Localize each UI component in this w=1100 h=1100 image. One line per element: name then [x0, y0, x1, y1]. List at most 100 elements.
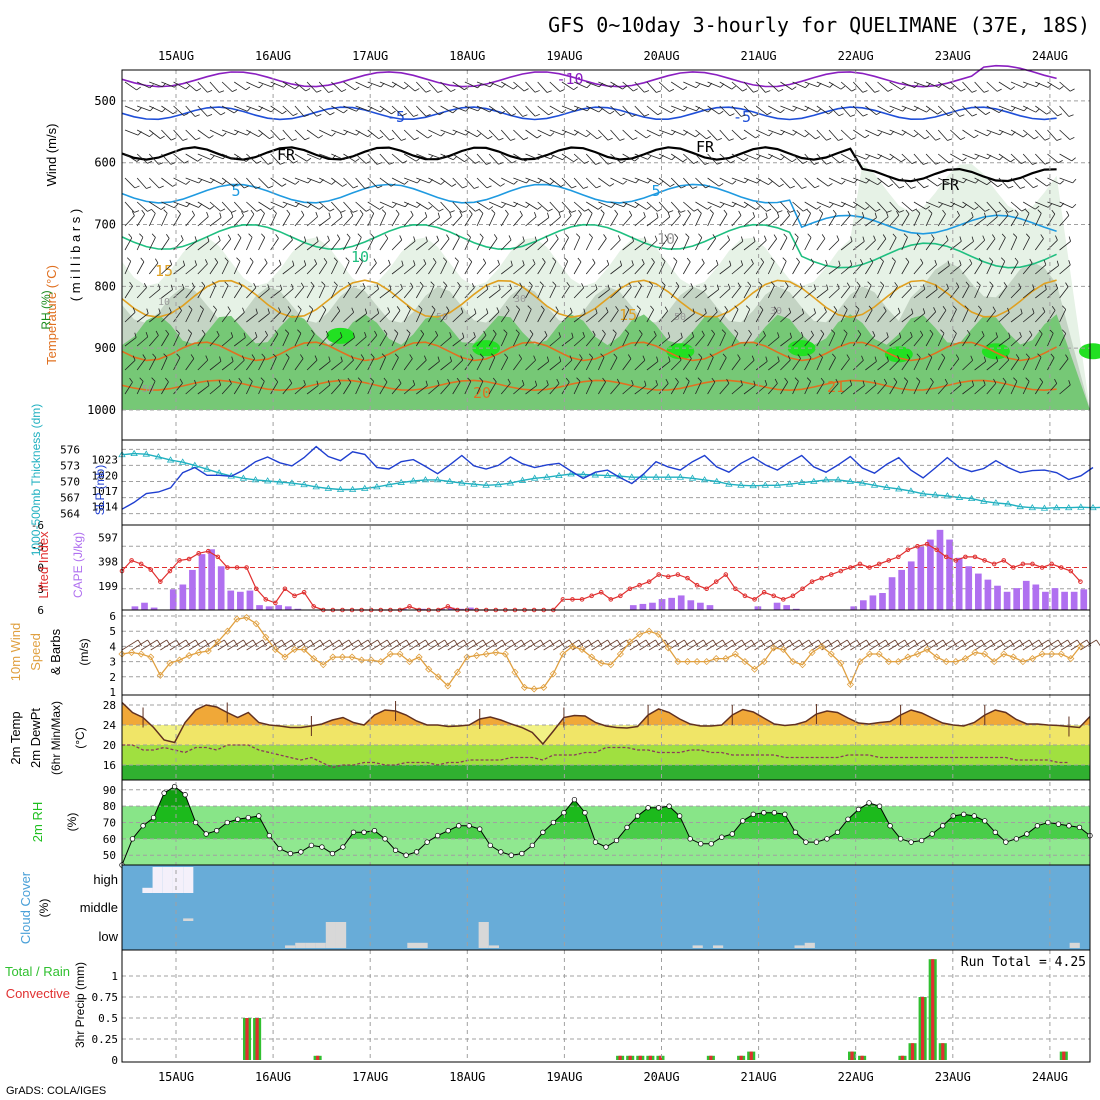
wind-barb	[367, 381, 374, 395]
wind-barb-flag	[297, 329, 302, 334]
rh-point	[1055, 821, 1062, 827]
wind-barb	[537, 217, 550, 227]
wind-barb-flag	[451, 183, 457, 187]
wind-barb-flag	[960, 88, 966, 92]
slp-ylabel-slp: SLP (mb)	[93, 465, 107, 515]
wind-barb	[731, 384, 743, 395]
wind-barb-flag	[653, 330, 657, 336]
wind-barb-flag	[977, 305, 982, 311]
wind-barb-flag	[984, 208, 990, 212]
wind-barb	[367, 312, 379, 323]
wind-barb	[173, 153, 185, 164]
thickness-line-point	[579, 470, 587, 477]
wind-barb	[136, 105, 151, 112]
wind-barb	[246, 287, 257, 299]
wind-barb	[986, 360, 998, 371]
wind-barb	[634, 105, 645, 117]
wind-barb-flag	[661, 257, 666, 262]
wind-barb-flag	[456, 377, 461, 383]
wind-barb	[561, 201, 572, 213]
wind-barb	[173, 105, 185, 116]
wind-barb	[391, 310, 401, 323]
rh-point	[1003, 839, 1009, 845]
wind-barb-flag	[581, 283, 585, 288]
wind-barb	[1047, 153, 1059, 164]
wind-barb-flag	[633, 88, 638, 92]
wind-barb	[646, 384, 658, 395]
wind10-speed-point	[635, 630, 644, 638]
rh-point	[792, 829, 799, 835]
wind-barb	[343, 286, 352, 299]
wind10-barb-flag	[789, 639, 795, 647]
wind10-barb	[380, 639, 398, 651]
wind-barb-flag	[989, 257, 994, 262]
wind-barb	[622, 333, 630, 347]
wind-barb	[707, 357, 714, 371]
wind-barb-flag	[243, 185, 249, 189]
wind-barb-flag	[995, 212, 998, 217]
wind-barb	[707, 105, 720, 115]
wind-barb-flag	[826, 137, 832, 141]
wind-barb	[561, 312, 573, 323]
lifted-index-point	[1068, 568, 1074, 574]
wind-barb-flag	[791, 86, 797, 90]
wind-barb	[343, 105, 357, 112]
wind-barb-flag	[558, 356, 562, 362]
wind-barb	[901, 237, 908, 251]
wind-barb	[865, 240, 876, 251]
wind-barb-flag	[617, 235, 621, 241]
wind-barb	[452, 359, 463, 371]
wind-barb-flag	[785, 282, 789, 287]
wind-barb	[1047, 177, 1061, 185]
wind-barb-flag	[307, 179, 312, 184]
wind-barb-flag	[497, 259, 500, 265]
wind-barb	[318, 361, 331, 371]
wind-barb-flag	[381, 209, 387, 214]
date-label-bottom: 21AUG	[741, 1070, 777, 1084]
precip-convective-bar	[316, 1055, 320, 1060]
wind10-barb-flag	[1000, 639, 1005, 647]
wind-barb-flag	[425, 380, 428, 386]
wind-barb	[1047, 201, 1061, 208]
wind-barb-flag	[303, 379, 306, 385]
wind-barb	[537, 335, 548, 347]
wind-barb	[318, 285, 326, 299]
wind-barb-flag	[592, 258, 596, 264]
wind-barb	[488, 238, 498, 251]
thickness-line-point	[931, 491, 939, 498]
wind-barb	[792, 105, 806, 112]
wind-barb	[937, 310, 947, 323]
wind-barb	[913, 334, 924, 347]
wind-barb	[428, 105, 440, 116]
cloud-level-label: high	[93, 872, 118, 887]
wind-barb	[501, 81, 514, 90]
wind-barb	[573, 237, 581, 251]
wind-barb	[634, 385, 647, 395]
wind10-speed-point	[942, 658, 950, 666]
wind-barb	[343, 337, 355, 347]
wind-barb	[452, 201, 463, 213]
precip-run-total: Run Total = 4.25	[961, 955, 1086, 970]
wind-barb-flag	[750, 259, 754, 264]
wind-barb	[768, 81, 779, 92]
wind-barb	[270, 213, 277, 227]
wind-barb	[646, 153, 661, 160]
wind-barb-flag	[413, 236, 416, 242]
wind-barb	[743, 129, 756, 139]
wind-barb	[440, 285, 448, 299]
wind-barb-flag	[237, 233, 242, 238]
wind10-barb-flag	[722, 639, 728, 647]
wind-barb-flag	[734, 305, 739, 310]
wind10-barb	[917, 639, 934, 651]
wind-barb-flag	[437, 356, 440, 362]
rh-band-dark	[122, 314, 1090, 410]
wind-barb	[440, 310, 450, 323]
cloud-bar	[335, 922, 347, 948]
wind-barb-flag	[989, 281, 994, 286]
wind-barb	[598, 81, 612, 88]
wind-barb	[549, 310, 559, 323]
wind-barb	[330, 285, 338, 299]
wind-barb	[391, 357, 399, 371]
temp-band-yellow	[122, 725, 1090, 745]
rh-tick: 70	[103, 817, 116, 830]
